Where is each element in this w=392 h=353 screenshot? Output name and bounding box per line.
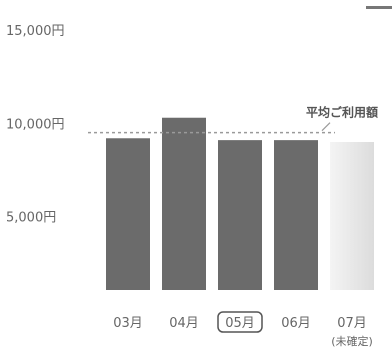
bar-04月[interactable] <box>162 117 206 290</box>
y-tick-label: 15,000円 <box>6 24 65 39</box>
bar-03月[interactable] <box>106 138 150 290</box>
x-tick-label-07月[interactable]: 07月 <box>337 316 367 331</box>
y-tick-layer: 15,000円 10,000円 5,000円 <box>6 24 65 226</box>
bars-layer <box>106 117 374 290</box>
x-tick-sublabel: (未確定) <box>331 334 373 348</box>
bar-07月[interactable] <box>330 142 374 290</box>
bar-06月[interactable] <box>274 140 318 290</box>
x-tick-label-06月[interactable]: 06月 <box>281 316 311 331</box>
average-label: 平均ご利用額 <box>306 105 378 120</box>
bar-05月[interactable] <box>218 140 262 290</box>
y-tick-label: 10,000円 <box>6 117 65 132</box>
corner-mark <box>366 6 392 9</box>
selected-month-indicator <box>217 311 263 333</box>
x-tick-label-04月[interactable]: 04月 <box>169 316 199 331</box>
x-tick-label-05月[interactable]: 05月 <box>225 316 255 331</box>
y-tick-label: 5,000円 <box>6 211 56 226</box>
average-pointer <box>321 122 331 132</box>
x-tick-layer: 03月 04月 05月 06月 07月 (未確定) <box>113 311 373 348</box>
x-tick-label-03月[interactable]: 03月 <box>113 316 143 331</box>
average-layer: 平均ご利用額 <box>88 105 378 134</box>
